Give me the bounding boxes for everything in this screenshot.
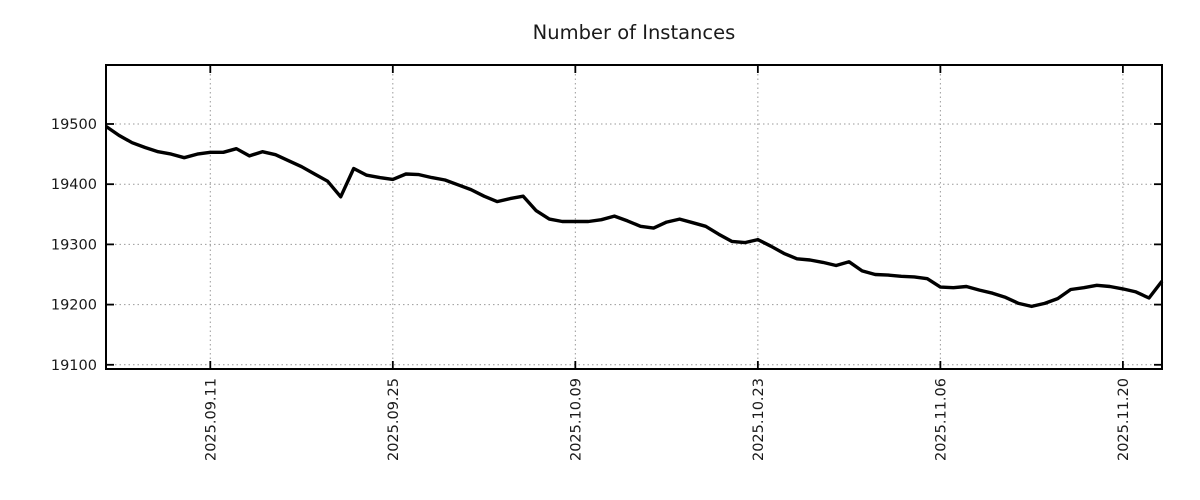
plot-border	[105, 64, 1163, 370]
grid-lines	[106, 65, 1162, 369]
instances-line	[105, 125, 1164, 309]
data-series	[105, 125, 1164, 309]
x-tick-label: 2025.11.20	[1116, 378, 1132, 461]
axes	[105, 64, 1163, 370]
x-tick-label: 2025.09.25	[386, 378, 402, 461]
x-tick-label: 2025.09.11	[203, 378, 219, 461]
chart-title: Number of Instances	[533, 21, 736, 44]
y-tick-label: 19500	[51, 117, 97, 133]
x-tick-label: 2025.10.09	[568, 378, 584, 461]
x-tick-label: 2025.10.23	[751, 378, 767, 461]
y-tick-label: 19200	[51, 298, 97, 314]
y-tick-label: 19400	[51, 177, 97, 193]
axis-labels: 19100 19200 19300 19400 19500 2025.09.11 2025.…	[51, 117, 1132, 461]
x-tick-label: 2025.11.06	[933, 378, 949, 461]
y-tick-label: 19300	[51, 237, 97, 253]
y-tick-label: 19100	[51, 358, 97, 374]
